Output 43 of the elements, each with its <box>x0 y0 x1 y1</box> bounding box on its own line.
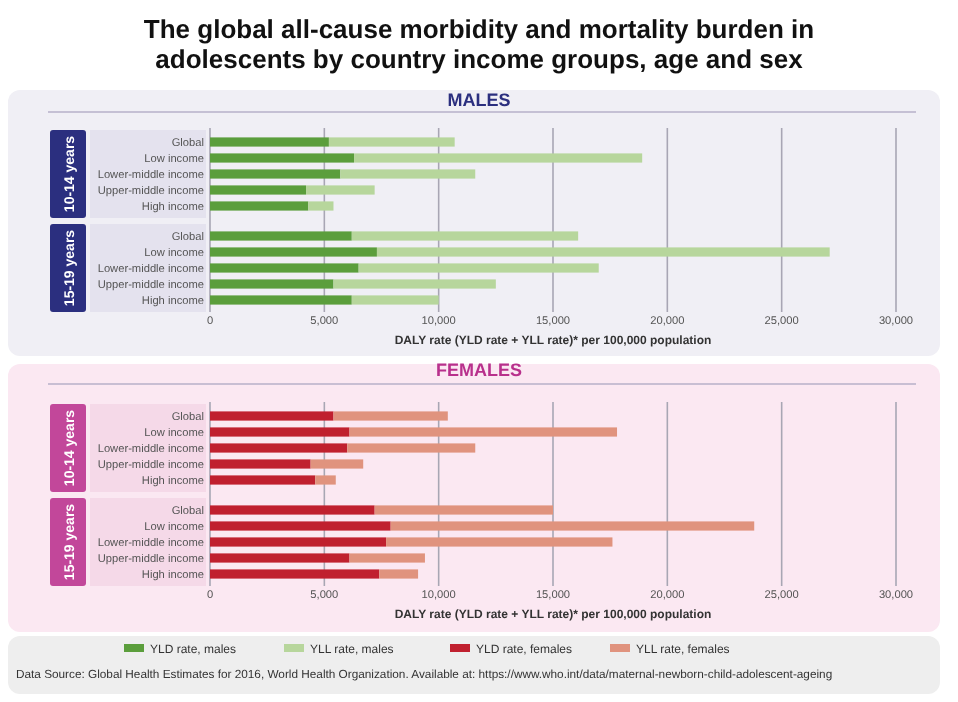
bar <box>374 505 553 515</box>
bar <box>358 263 599 273</box>
bar <box>210 201 309 211</box>
chart-subtitle: MALES <box>447 90 511 110</box>
bar <box>340 169 476 179</box>
bar <box>333 411 448 421</box>
chart-title: The global all-cause morbidity and mortality burden in adolescents by country income groups, age and sex <box>143 14 815 74</box>
bar <box>328 137 455 147</box>
bar <box>210 185 307 195</box>
bar <box>210 443 348 453</box>
bar <box>390 521 755 531</box>
bar <box>386 537 613 547</box>
bar <box>210 137 329 147</box>
bar <box>210 427 350 437</box>
bar <box>347 443 476 453</box>
bar <box>210 553 350 563</box>
bar <box>351 295 439 305</box>
bar <box>210 295 352 305</box>
bar <box>210 569 380 579</box>
bar <box>210 263 359 273</box>
bar <box>306 185 375 195</box>
bar <box>210 505 375 515</box>
bar <box>354 153 643 163</box>
bar <box>333 279 496 289</box>
bar <box>210 475 316 485</box>
bar <box>310 459 364 469</box>
bar <box>210 153 355 163</box>
bar <box>210 247 377 257</box>
bar <box>210 411 334 421</box>
bar <box>379 569 419 579</box>
bar <box>376 247 830 257</box>
bar <box>349 427 618 437</box>
bar <box>210 231 352 241</box>
bar <box>351 231 579 241</box>
bar <box>210 169 341 179</box>
bar <box>210 521 391 531</box>
chart-title: FEMALES <box>435 360 523 380</box>
bar <box>210 537 387 547</box>
bar <box>210 459 311 469</box>
bar <box>349 553 425 563</box>
bar <box>315 475 336 485</box>
bar <box>308 201 334 211</box>
bar <box>210 279 334 289</box>
